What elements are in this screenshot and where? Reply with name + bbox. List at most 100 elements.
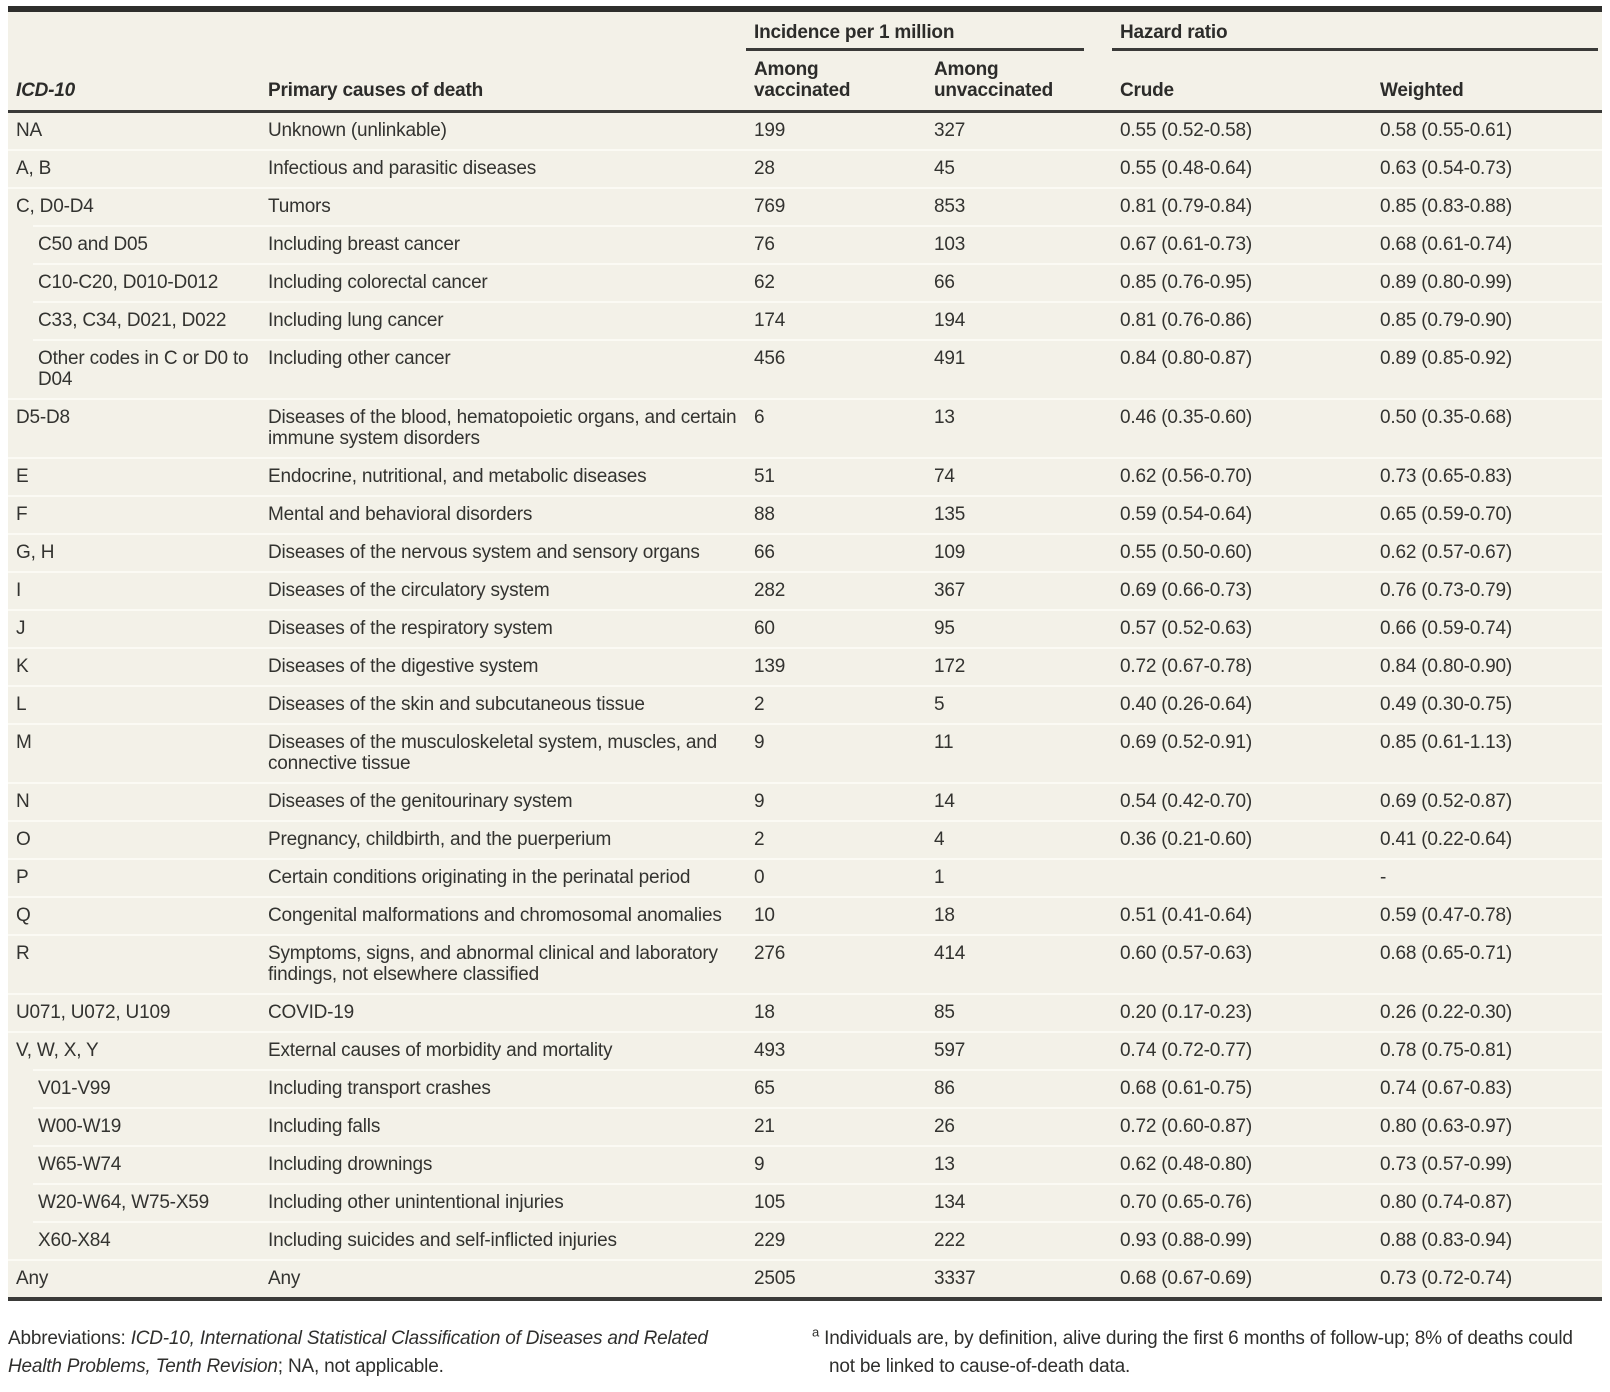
- cell-cause: Including drownings: [260, 1145, 746, 1183]
- table-row: NA Unknown (unlinkable) 199 327 0.55 (0.…: [8, 113, 1602, 149]
- cell-weighted-hazard-ratio: 0.80 (0.74-0.87): [1372, 1183, 1603, 1221]
- cell-icd10: C10-C20, D010-D012: [8, 263, 260, 301]
- cell-icd10: V01-V99: [8, 1069, 260, 1107]
- cell-crude-hazard-ratio: 0.81 (0.76-0.86): [1112, 301, 1372, 339]
- cell-among-unvaccinated: 135: [926, 495, 1112, 533]
- cell-crude-hazard-ratio: 0.85 (0.76-0.95): [1112, 263, 1372, 301]
- cell-among-vaccinated: 62: [746, 263, 926, 301]
- cell-cause: Including breast cancer: [260, 225, 746, 263]
- table-row: W00-W19 Including falls 21 26 0.72 (0.60…: [8, 1107, 1603, 1145]
- table-row: V, W, X, Y External causes of morbidity …: [8, 1031, 1603, 1069]
- cell-icd10: I: [8, 571, 260, 609]
- cell-cause: Diseases of the respiratory system: [260, 609, 746, 647]
- cell-weighted-hazard-ratio: 0.74 (0.67-0.83): [1372, 1069, 1603, 1107]
- cell-icd10: A, B: [8, 149, 260, 187]
- cell-cause: Including lung cancer: [260, 301, 746, 339]
- cell-cause: Including suicides and self-inflicted in…: [260, 1221, 746, 1259]
- cell-cause: Diseases of the musculoskeletal system, …: [260, 723, 746, 782]
- cell-among-unvaccinated: 222: [926, 1221, 1112, 1259]
- cell-among-vaccinated: 28: [746, 149, 926, 187]
- cell-crude-hazard-ratio: 0.55 (0.50-0.60): [1112, 533, 1372, 571]
- cell-among-unvaccinated: 66: [926, 263, 1112, 301]
- cell-among-vaccinated: 66: [746, 533, 926, 571]
- cell-crude-hazard-ratio: 0.84 (0.80-0.87): [1112, 339, 1372, 398]
- column-group-incidence-label: Incidence per 1 million: [746, 22, 1084, 51]
- cell-crude-hazard-ratio: 0.57 (0.52-0.63): [1112, 609, 1372, 647]
- cell-among-vaccinated: 769: [746, 187, 926, 225]
- cell-icd10: D5-D8: [8, 398, 260, 457]
- col-header-among-vaccinated: Among vaccinated: [746, 51, 926, 113]
- cell-cause: Diseases of the digestive system: [260, 647, 746, 685]
- cell-weighted-hazard-ratio: 0.62 (0.57-0.67): [1372, 533, 1603, 571]
- cell-among-unvaccinated: 4: [926, 820, 1112, 858]
- cell-among-unvaccinated: 26: [926, 1107, 1112, 1145]
- table-row: C10-C20, D010-D012 Including colorectal …: [8, 263, 1603, 301]
- table-row: V01-V99 Including transport crashes 65 8…: [8, 1069, 1603, 1107]
- cell-cause: Endocrine, nutritional, and metabolic di…: [260, 457, 746, 495]
- cell-among-vaccinated: 276: [746, 934, 926, 993]
- cell-icd10: W00-W19: [8, 1107, 260, 1145]
- cell-among-unvaccinated: 85: [926, 993, 1112, 1031]
- cell-among-vaccinated: 21: [746, 1107, 926, 1145]
- cell-among-vaccinated: 10: [746, 896, 926, 934]
- footnote-a-text: Individuals are, by definition, alive du…: [819, 1328, 1573, 1377]
- cell-among-vaccinated: 2: [746, 820, 926, 858]
- cell-among-vaccinated: 2: [746, 685, 926, 723]
- cell-crude-hazard-ratio: 0.55 (0.48-0.64): [1112, 149, 1372, 187]
- cell-icd10: Q: [8, 896, 260, 934]
- table-row: K Diseases of the digestive system 139 1…: [8, 647, 1603, 685]
- table-row: O Pregnancy, childbirth, and the puerper…: [8, 820, 1603, 858]
- table-header: Incidence per 1 million Hazard ratio ICD…: [8, 12, 1603, 113]
- cell-weighted-hazard-ratio: 0.88 (0.83-0.94): [1372, 1221, 1603, 1259]
- cell-weighted-hazard-ratio: -: [1372, 858, 1603, 896]
- cell-icd10: M: [8, 723, 260, 782]
- cell-among-unvaccinated: 3337: [926, 1259, 1112, 1301]
- cell-among-unvaccinated: 134: [926, 1183, 1112, 1221]
- spanner-blank: [8, 12, 746, 51]
- cell-cause: Including other unintentional injuries: [260, 1183, 746, 1221]
- cell-cause: Diseases of the nervous system and senso…: [260, 533, 746, 571]
- table-row: R Symptoms, signs, and abnormal clinical…: [8, 934, 1603, 993]
- cell-weighted-hazard-ratio: 0.69 (0.52-0.87): [1372, 782, 1603, 820]
- cell-cause: COVID-19: [260, 993, 746, 1031]
- cell-among-vaccinated: 6: [746, 398, 926, 457]
- cell-among-unvaccinated: 1: [926, 858, 1112, 896]
- cell-crude-hazard-ratio: 0.74 (0.72-0.77): [1112, 1031, 1372, 1069]
- cell-weighted-hazard-ratio: 0.89 (0.85-0.92): [1372, 339, 1603, 398]
- cell-crude-hazard-ratio: 0.68 (0.67-0.69): [1112, 1259, 1372, 1301]
- table-row: M Diseases of the musculoskeletal system…: [8, 723, 1603, 782]
- cell-icd10: N: [8, 782, 260, 820]
- cell-weighted-hazard-ratio: 0.80 (0.63-0.97): [1372, 1107, 1603, 1145]
- footnote-a-marker: a: [812, 1324, 820, 1340]
- cell-icd10: X60-X84: [8, 1221, 260, 1259]
- cell-among-vaccinated: 456: [746, 339, 926, 398]
- cell-cause: Any: [260, 1259, 746, 1301]
- cell-cause: Including falls: [260, 1107, 746, 1145]
- cell-among-vaccinated: 2505: [746, 1259, 926, 1301]
- table-row: Other codes in C or D0 to D04 Including …: [8, 339, 1603, 398]
- table-row: C33, C34, D021, D022 Including lung canc…: [8, 301, 1603, 339]
- table-row: C, D0-D4 Tumors 769 853 0.81 (0.79-0.84)…: [8, 187, 1603, 225]
- table-row: P Certain conditions originating in the …: [8, 858, 1603, 896]
- cell-cause: Including transport crashes: [260, 1069, 746, 1107]
- abbreviations-suffix: ; NA, not applicable.: [277, 1356, 444, 1377]
- cell-among-vaccinated: 60: [746, 609, 926, 647]
- table-row: L Diseases of the skin and subcutaneous …: [8, 685, 1603, 723]
- col-header-among-unvaccinated: Among unvaccinated: [926, 51, 1112, 113]
- cell-among-unvaccinated: 414: [926, 934, 1112, 993]
- cell-cause: Infectious and parasitic diseases: [260, 149, 746, 187]
- cell-weighted-hazard-ratio: 0.85 (0.83-0.88): [1372, 187, 1603, 225]
- cell-crude-hazard-ratio: 0.55 (0.52-0.58): [1120, 120, 1252, 141]
- cell-weighted-hazard-ratio: 0.68 (0.65-0.71): [1372, 934, 1603, 993]
- table-row: Any Any 2505 3337 0.68 (0.67-0.69) 0.73 …: [8, 1259, 1603, 1301]
- cell-icd10: G, H: [8, 533, 260, 571]
- cell-icd10: V, W, X, Y: [8, 1031, 260, 1069]
- col-header-crude: Crude: [1112, 51, 1372, 113]
- cell-crude-hazard-ratio: 0.70 (0.65-0.76): [1112, 1183, 1372, 1221]
- cell-weighted-hazard-ratio: 0.73 (0.72-0.74): [1372, 1259, 1603, 1301]
- cell-among-unvaccinated: 853: [926, 187, 1112, 225]
- cell-among-unvaccinated: 95: [926, 609, 1112, 647]
- cell-crude-hazard-ratio: 0.59 (0.54-0.64): [1112, 495, 1372, 533]
- cell-crude-hazard-ratio: 0.51 (0.41-0.64): [1112, 896, 1372, 934]
